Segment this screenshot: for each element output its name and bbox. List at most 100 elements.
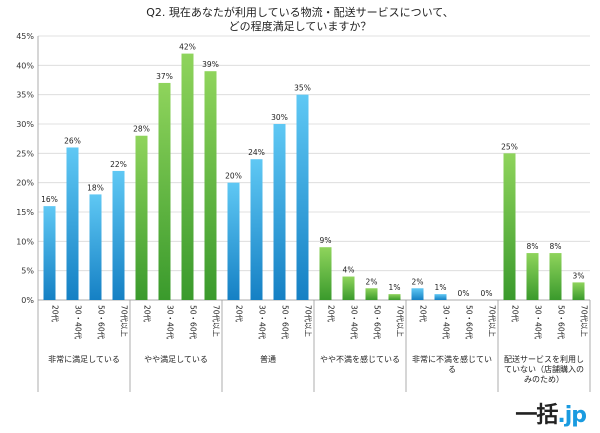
bar <box>135 135 148 300</box>
category-label: 50・60代 <box>97 305 107 340</box>
category-label: 20代 <box>143 305 153 323</box>
group-label: る <box>448 365 456 374</box>
bar <box>434 294 447 300</box>
data-label: 20% <box>225 172 242 181</box>
group-label: やや不満を感じている <box>320 354 400 364</box>
group-label: 非常に不満を感じてい <box>412 354 492 364</box>
data-label: 30% <box>271 113 288 122</box>
data-label: 4% <box>343 266 355 275</box>
category-label: 30・40代 <box>350 305 360 340</box>
y-tick-label: 30% <box>16 120 34 129</box>
data-label: 2% <box>412 277 424 286</box>
bar <box>388 294 401 300</box>
data-label: 24% <box>248 148 265 157</box>
category-label: 50・60代 <box>557 305 567 340</box>
y-tick-label: 10% <box>16 237 34 246</box>
data-label: 1% <box>389 283 401 292</box>
category-label: 20代 <box>327 305 337 323</box>
bar <box>273 124 286 300</box>
category-label: 30・40代 <box>74 305 84 340</box>
category-label: 50・60代 <box>373 305 383 340</box>
category-label: 20代 <box>511 305 521 323</box>
bar <box>227 182 240 300</box>
ikkatsu-logo: 一括.jp <box>515 397 587 429</box>
y-tick-label: 15% <box>16 208 34 217</box>
category-label: 20代 <box>419 305 429 323</box>
category-label: 50・60代 <box>189 305 199 340</box>
data-label: 8% <box>550 242 562 251</box>
category-label: 70代以上 <box>120 305 130 338</box>
bar <box>342 276 355 300</box>
bar <box>204 71 217 300</box>
bar <box>319 247 332 300</box>
bar <box>296 94 309 301</box>
y-tick-label: 45% <box>16 32 34 41</box>
bar <box>89 194 102 300</box>
data-label: 9% <box>320 236 332 245</box>
logo-jp-text: jp <box>564 403 587 428</box>
data-label: 16% <box>41 195 58 204</box>
data-label: 0% <box>458 289 470 298</box>
category-label: 30・40代 <box>534 305 544 340</box>
logo-dot: . <box>557 403 565 428</box>
y-tick-label: 5% <box>21 267 34 276</box>
group-label: みのため） <box>524 375 564 384</box>
data-label: 35% <box>294 84 311 93</box>
bar <box>181 53 194 300</box>
data-label: 8% <box>527 242 539 251</box>
y-tick-label: 35% <box>16 91 34 100</box>
chart-title: Q2. 現在あなたが利用している物流・配送サービスについて、どの程度満足していま… <box>146 5 453 33</box>
data-label: 3% <box>573 271 585 280</box>
data-label: 2% <box>366 277 378 286</box>
bar <box>365 288 378 300</box>
data-label: 25% <box>501 142 518 151</box>
bars: 16% 26% 18% 22% 28% 37% 42% 39% 20% 24% 30% 35% 9% 4%… <box>41 43 585 301</box>
category-label: 30・40代 <box>166 305 176 340</box>
group-label: 非常に満足している <box>48 354 120 364</box>
bar <box>572 282 585 300</box>
logo-main-text: 一括 <box>515 403 558 428</box>
category-label: 30・40代 <box>442 305 452 340</box>
bar <box>411 288 424 300</box>
bar <box>43 206 56 300</box>
group-label: 普通 <box>260 354 276 364</box>
y-tick-label: 0% <box>21 296 34 305</box>
chart-title-line: どの程度満足していますか？ <box>229 19 372 33</box>
bar <box>526 253 539 300</box>
group-label: やや満足している <box>144 355 208 364</box>
bar <box>503 153 516 300</box>
category-label: 30・40代 <box>258 305 268 340</box>
data-label: 0% <box>481 289 493 298</box>
category-label: 70代以上 <box>396 305 406 338</box>
group-label: ていない（店舗購入の <box>504 364 584 374</box>
category-label: 70代以上 <box>212 305 222 338</box>
category-label: 20代 <box>235 305 245 323</box>
bar <box>549 253 562 300</box>
y-tick-label: 25% <box>16 149 34 158</box>
bar <box>66 147 79 300</box>
category-label: 70代以上 <box>580 305 590 338</box>
y-tick-label: 40% <box>16 61 34 70</box>
bar <box>158 82 171 300</box>
data-label: 18% <box>87 183 104 192</box>
data-label: 1% <box>435 283 447 292</box>
category-label: 50・60代 <box>281 305 291 340</box>
chart-title-line: Q2. 現在あなたが利用している物流・配送サービスについて、 <box>146 5 453 19</box>
y-tick-label: 20% <box>16 179 34 188</box>
data-label: 22% <box>110 160 127 169</box>
data-label: 28% <box>133 125 150 134</box>
group-label: 配送サービスを利用し <box>504 354 584 364</box>
data-label: 42% <box>179 43 196 52</box>
category-label: 70代以上 <box>304 305 314 338</box>
category-label: 70代以上 <box>488 305 498 338</box>
data-label: 37% <box>156 72 173 81</box>
bar <box>250 159 263 300</box>
data-label: 39% <box>202 60 219 69</box>
y-axis-ticks: 0% 5% 10% 15% 20% 25% 30% 35% 40% 45% <box>16 32 34 305</box>
bar <box>112 170 125 300</box>
data-label: 26% <box>64 136 81 145</box>
category-label: 50・60代 <box>465 305 475 340</box>
category-label: 20代 <box>51 305 61 323</box>
